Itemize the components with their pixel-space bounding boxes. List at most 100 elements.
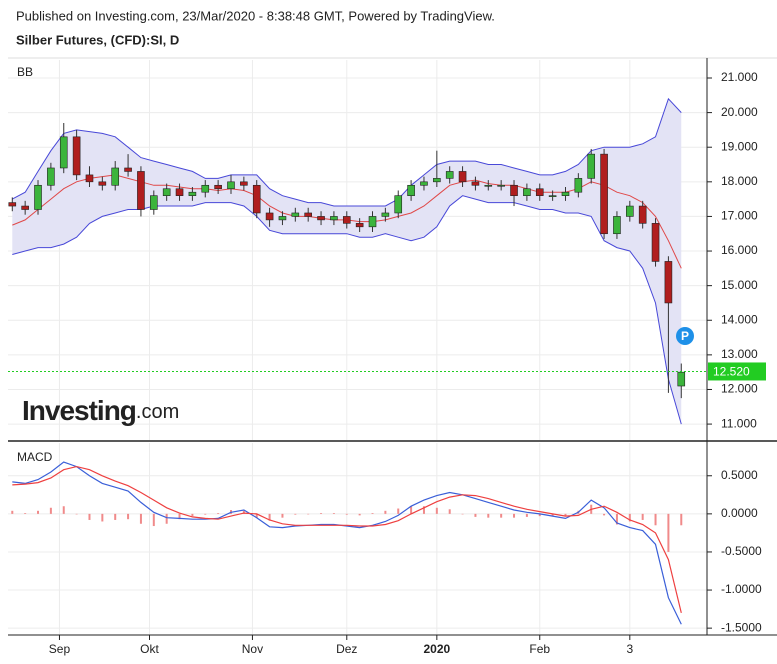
histogram-bar	[461, 513, 464, 515]
candle-body	[445, 171, 454, 179]
candle-body	[548, 195, 557, 197]
candle-body	[626, 205, 634, 217]
y-tick-label: 18.000	[721, 174, 758, 188]
histogram-bar	[513, 513, 516, 518]
candle-body	[574, 178, 583, 193]
candle-body	[227, 181, 235, 190]
y-tick-label: -0.5000	[721, 544, 762, 558]
histogram-bar	[191, 513, 194, 517]
candle-body	[587, 153, 596, 179]
y-tick-label: 12.000	[721, 382, 758, 396]
y-tick-label: 0.0000	[721, 506, 758, 520]
y-tick-label: 16.000	[721, 243, 758, 257]
histogram-bar	[204, 513, 207, 515]
event-marker-label: P	[681, 329, 689, 343]
histogram-bar	[268, 513, 271, 521]
event-marker[interactable]	[676, 327, 694, 345]
candle-body	[638, 205, 647, 224]
histogram-bar	[332, 513, 335, 514]
candle-body	[497, 184, 505, 187]
histogram-bar	[448, 509, 451, 514]
y-tick-label: 13.000	[721, 347, 758, 361]
histogram-bar	[152, 513, 155, 527]
histogram-bar	[281, 513, 284, 518]
candle-body	[304, 212, 312, 217]
histogram-bar	[345, 513, 348, 515]
histogram-bar	[487, 513, 490, 518]
y-tick-label: 14.000	[721, 312, 758, 326]
candle-body	[458, 171, 467, 183]
candle-body	[510, 184, 518, 196]
histogram-bar	[114, 513, 117, 520]
histogram-bar	[11, 510, 14, 514]
histogram-bar	[217, 513, 220, 514]
y-tick-label: 19.000	[721, 139, 758, 153]
candle-body	[252, 184, 261, 214]
histogram-bar	[88, 513, 91, 520]
candle-body	[381, 212, 390, 217]
candle-body	[162, 188, 171, 196]
histogram-bar	[139, 513, 142, 524]
candle-body	[124, 167, 132, 172]
plot-layer: 11.000 12.000 13.000 14.000 15.000 16.000 17.0…	[8, 60, 766, 656]
y-tick-label: -1.5000	[721, 620, 762, 634]
candle-body	[433, 178, 441, 183]
histogram-bar	[615, 513, 618, 525]
candle-body	[150, 195, 158, 210]
x-tick-label: Sep	[49, 642, 71, 656]
histogram-bar	[62, 506, 65, 514]
candle-body	[98, 181, 107, 186]
candle-body	[21, 205, 29, 210]
histogram-bar	[49, 507, 52, 514]
candle-body	[471, 181, 480, 186]
candle-body	[355, 223, 364, 228]
histogram-bar	[294, 513, 297, 515]
candle-body	[175, 188, 184, 196]
candle-body	[523, 188, 531, 196]
instrument-title: Silber Futures, (CFD):SI, D	[16, 32, 179, 47]
histogram-bar	[371, 513, 374, 514]
histogram-bar	[641, 513, 644, 520]
candle-body	[368, 216, 377, 228]
candle-body	[394, 195, 403, 214]
macd-line	[12, 465, 682, 614]
histogram-bar	[422, 506, 425, 514]
x-tick-label: Nov	[242, 642, 263, 656]
panel-label: MACD	[17, 450, 53, 464]
panel-label: BB	[17, 65, 33, 79]
histogram-bar	[255, 513, 258, 518]
candle-body	[420, 181, 428, 186]
y-tick-label: 17.000	[721, 209, 758, 223]
candle-body	[34, 184, 42, 210]
histogram-bar	[320, 513, 323, 514]
candle-body	[407, 184, 415, 196]
histogram-bar	[603, 513, 606, 516]
histogram-bar	[500, 513, 503, 518]
published-note: Published on Investing.com, 23/Mar/2020 …	[16, 8, 495, 23]
candle-body	[47, 167, 55, 186]
candle-body	[201, 184, 210, 193]
histogram-bar	[101, 513, 104, 522]
candle-body	[342, 216, 351, 224]
histogram-bar	[358, 513, 361, 516]
histogram-bar	[628, 513, 631, 522]
histogram-bar	[75, 513, 78, 515]
bb-line	[12, 97, 682, 207]
last-price-label: 12.520	[713, 365, 750, 379]
candle-body	[85, 174, 94, 183]
histogram-bar	[680, 513, 683, 526]
x-tick-label: 3	[626, 642, 633, 656]
histogram-bar	[654, 513, 657, 526]
candle-body	[111, 167, 120, 186]
bb-line	[12, 195, 682, 425]
y-tick-label: 21.000	[721, 70, 758, 84]
histogram-bar	[165, 513, 168, 524]
last-price-tag	[708, 362, 766, 381]
histogram-bar	[37, 510, 40, 514]
bb-band	[12, 98, 682, 425]
candle-body	[188, 191, 197, 196]
histogram-bar	[307, 513, 310, 515]
histogram-bar	[127, 513, 130, 520]
